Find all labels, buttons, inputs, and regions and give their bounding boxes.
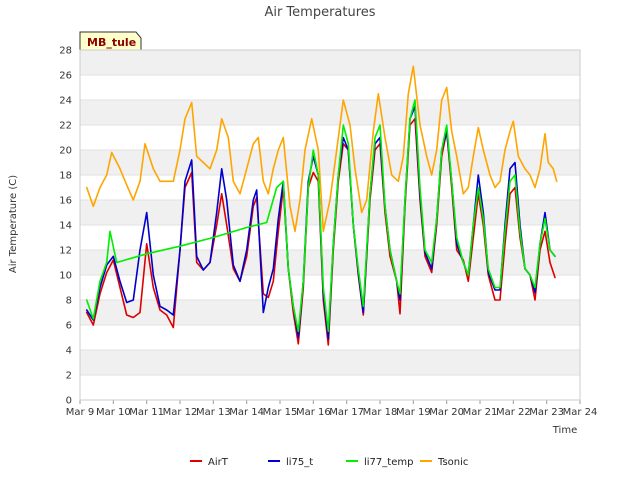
x-tick-label: Mar 20 <box>429 407 464 418</box>
x-axis-title: Time <box>552 425 577 436</box>
y-tick-label: 2 <box>66 371 72 382</box>
grid-band <box>80 50 580 75</box>
plot-area-border <box>79 49 581 401</box>
x-tick-label: Mar 15 <box>263 407 298 418</box>
legend-label: AirT <box>208 457 229 468</box>
x-tick-label: Mar 23 <box>529 407 564 418</box>
x-tick-label: Mar 11 <box>129 407 164 418</box>
y-tick-label: 14 <box>59 221 72 232</box>
grid-band <box>80 100 580 125</box>
grid-band <box>80 350 580 375</box>
grid-band <box>80 200 580 225</box>
site-badge-label: MB_tule <box>87 36 136 49</box>
y-tick-label: 28 <box>59 46 72 57</box>
x-tick-label: Mar 24 <box>563 407 598 418</box>
site-badge: MB_tule <box>79 31 142 51</box>
series-line-tsonic <box>85 65 558 233</box>
grid-band <box>80 375 580 400</box>
y-tick-label: 18 <box>59 171 72 182</box>
y-tick-label: 8 <box>66 296 72 307</box>
x-tick-label: Mar 10 <box>96 407 131 418</box>
x-tick-label: Mar 9 <box>66 407 94 418</box>
x-tick-label: Mar 14 <box>229 407 264 418</box>
grid-band <box>80 75 580 100</box>
legend-label: Tsonic <box>437 457 468 468</box>
x-tick-label: Mar 18 <box>363 407 398 418</box>
y-axis-title: Air Temperature (C) <box>8 175 19 273</box>
x-tick-label: Mar 22 <box>496 407 531 418</box>
series-lines <box>85 65 558 346</box>
series-line-li77-temp <box>85 99 556 333</box>
y-tick-label: 0 <box>66 396 72 407</box>
y-tick-label: 20 <box>59 146 72 157</box>
grid-band <box>80 225 580 250</box>
chart-title: Air Temperatures <box>264 5 375 20</box>
grid-band <box>80 150 580 175</box>
legend: AirT li75_t li77_temp Tsonic <box>190 457 468 468</box>
x-tick-label: Mar 19 <box>396 407 431 418</box>
x-tick-label: Mar 17 <box>329 407 364 418</box>
y-tick-label: 12 <box>59 246 72 257</box>
y-tick-label: 6 <box>66 321 72 332</box>
x-tick-label: Mar 13 <box>196 407 231 418</box>
y-tick-label: 16 <box>59 196 72 207</box>
x-tick-label: Mar 12 <box>163 407 198 418</box>
legend-label: li75_t <box>286 457 313 468</box>
y-tick-label: 24 <box>59 96 72 107</box>
x-tick-label: Mar 21 <box>463 407 498 418</box>
grid-band <box>80 125 580 150</box>
grid-band <box>80 325 580 350</box>
y-tick-label: 22 <box>59 121 72 132</box>
grid-band <box>80 250 580 275</box>
y-tick-label: 4 <box>66 346 72 357</box>
y-tick-label: 10 <box>59 271 72 282</box>
y-tick-label: 26 <box>59 71 72 82</box>
legend-label: li77_temp <box>364 457 413 468</box>
site-badge-box <box>79 31 142 51</box>
x-tick-label: Mar 16 <box>296 407 331 418</box>
